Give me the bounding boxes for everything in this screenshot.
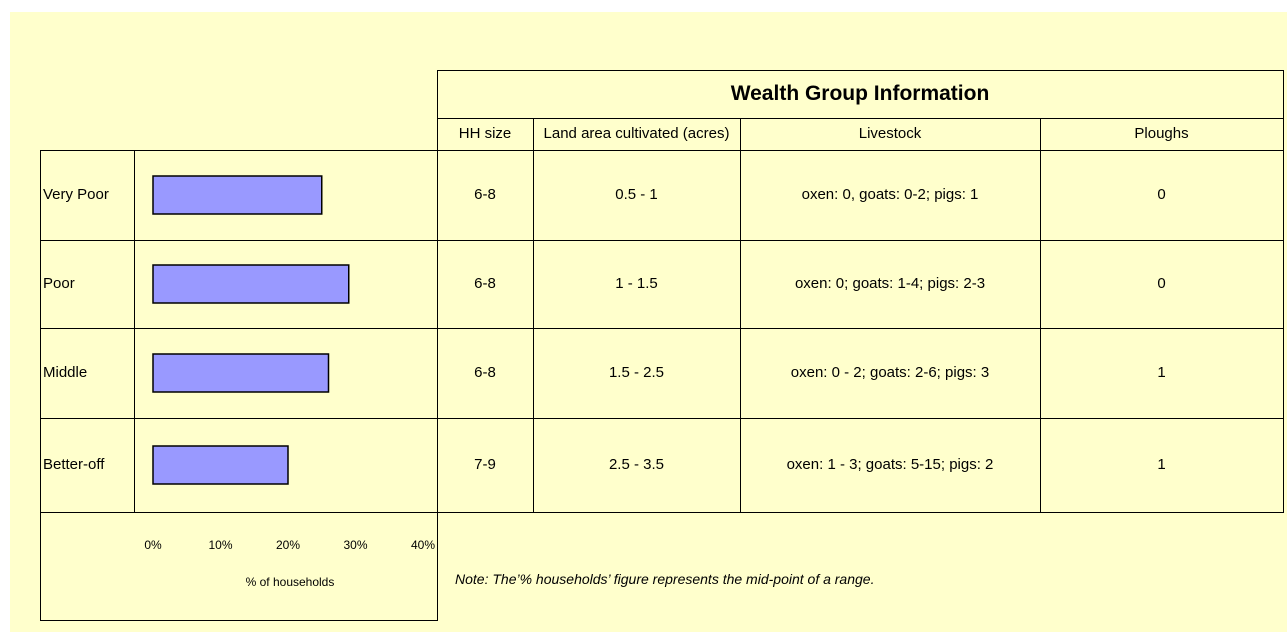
row-label: Better-off	[43, 455, 105, 473]
x-tick-label: 30%	[343, 537, 368, 552]
table-cell: 6-8	[474, 274, 496, 292]
table-cell: 1	[1157, 455, 1166, 473]
table-cell: 1 - 1.5	[615, 274, 658, 292]
table-cell: 6-8	[474, 185, 496, 203]
x-tick-label: 20%	[275, 537, 301, 552]
table-cell: 0	[1157, 274, 1166, 292]
table-cell: 7-9	[474, 455, 496, 473]
table-title: Wealth Group Information	[730, 81, 990, 105]
row-label: Middle	[43, 363, 88, 381]
column-header: Livestock	[858, 124, 922, 142]
column-header: Ploughs	[1134, 124, 1189, 142]
x-tick-label: 40%	[410, 537, 436, 552]
background	[10, 12, 1287, 632]
table-cell: oxen: 1 - 3; goats: 5-15; pigs: 2	[786, 455, 994, 473]
column-header: Land area cultivated (acres)	[543, 124, 730, 142]
chart-border	[40, 150, 438, 621]
row-label: Very Poor	[43, 185, 109, 203]
bar	[152, 175, 323, 215]
table-cell: oxen: 0; goats: 1-4; pigs: 2-3	[794, 274, 986, 292]
x-axis-label: % of households	[245, 574, 335, 589]
row-label: Poor	[43, 274, 75, 292]
x-tick-label: 10%	[208, 537, 233, 552]
bar	[152, 264, 350, 304]
table-cell: 1.5 - 2.5	[608, 363, 665, 381]
table-cell: oxen: 0, goats: 0-2; pigs: 1	[801, 185, 979, 203]
table-cell: oxen: 0 - 2; goats: 2-6; pigs: 3	[790, 363, 990, 381]
x-tick-label: 0%	[144, 537, 162, 552]
table-cell: 6-8	[474, 363, 496, 381]
column-header: HH size	[458, 124, 512, 142]
table-cell: 0.5 - 1	[615, 185, 658, 203]
table-cell: 2.5 - 3.5	[608, 455, 665, 473]
table-cell: 0	[1157, 185, 1166, 203]
bar	[152, 353, 330, 393]
table-cell: 1	[1157, 363, 1166, 381]
bar	[152, 445, 289, 485]
note: Note: The’% households’ figure represent…	[455, 571, 875, 588]
